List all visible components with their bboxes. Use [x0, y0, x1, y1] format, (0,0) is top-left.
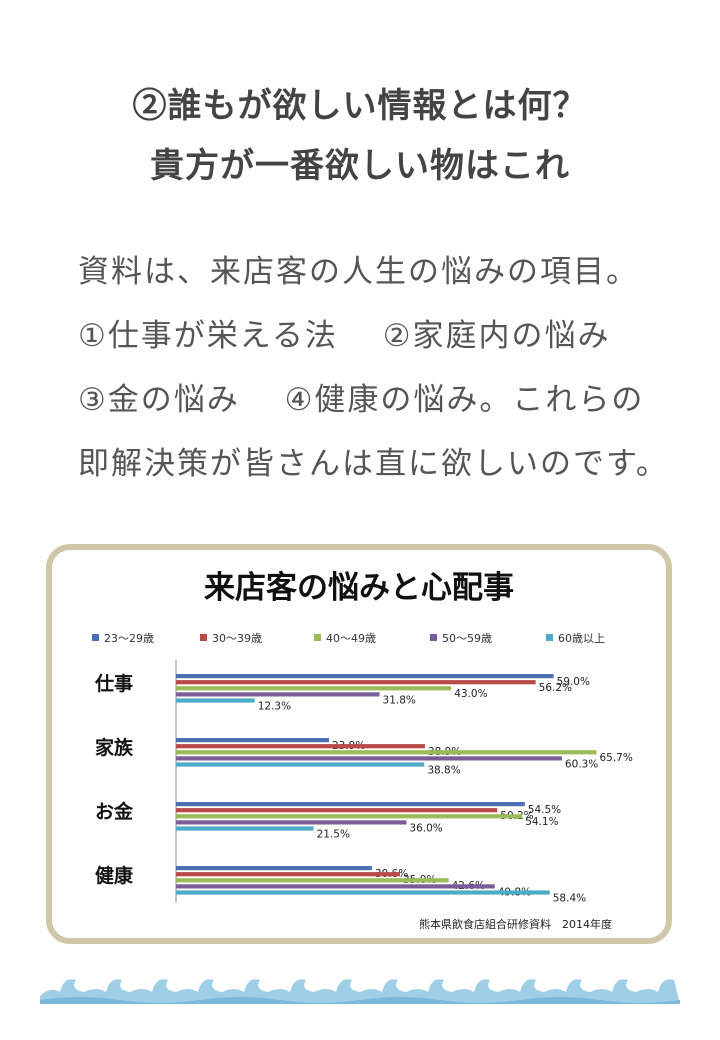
data-label: 38.8% — [427, 764, 460, 776]
category-label: 家族 — [95, 736, 134, 759]
body-line-4: 即解決策が皆さんは直に欲しいのです。 — [78, 446, 669, 482]
legend-entry: 23～29歳 — [104, 632, 154, 645]
legend-swatch — [314, 634, 321, 641]
bar — [176, 814, 523, 819]
data-label: 54.5% — [528, 804, 561, 816]
legend-swatch — [92, 634, 99, 641]
data-label: 65.7% — [599, 752, 632, 764]
bar — [176, 878, 449, 883]
data-label: 59.0% — [557, 676, 590, 688]
data-label: 31.8% — [383, 694, 416, 706]
bar-chart: 来店客の悩みと心配事 23～29歳 30～39歳 40～49歳 50～59歳 60歳以上仕… — [92, 570, 633, 931]
bar — [176, 680, 536, 685]
legend-swatch — [546, 634, 553, 641]
data-label: 12.3% — [258, 700, 291, 712]
bar — [176, 826, 314, 831]
bar — [176, 808, 498, 813]
data-label: 60.3% — [565, 758, 598, 770]
data-label: 43.0% — [454, 688, 487, 700]
category-label: 仕事 — [94, 672, 133, 695]
bar — [176, 686, 452, 691]
body-line-3: ③金の悩み ④健康の悩み。これらの — [78, 382, 645, 418]
legend-swatch — [200, 634, 207, 641]
chart-title: 来店客の悩みと心配事 — [204, 570, 514, 606]
bar — [176, 884, 495, 889]
wave-decoration — [40, 979, 680, 1004]
bar — [176, 820, 407, 825]
data-label: 58.4% — [553, 892, 586, 904]
bar — [176, 762, 425, 767]
data-label: 36.0% — [409, 822, 442, 834]
bar — [176, 866, 372, 871]
body-line-2: ①仕事が栄える法 ②家庭内の悩み — [78, 318, 611, 354]
bar — [176, 890, 550, 895]
data-label: 54.1% — [525, 816, 558, 828]
bar — [176, 698, 255, 703]
body-line-1: 資料は、来店客の人生の悩みの項目。 — [78, 254, 639, 290]
legend-entry: 30～39歳 — [212, 632, 262, 645]
bar — [176, 744, 425, 749]
bar — [176, 802, 525, 807]
main-heading-1: ②誰もが欲しい情報とは何？ — [132, 86, 588, 126]
bar — [176, 692, 380, 697]
legend-entry: 40～49歳 — [326, 632, 376, 645]
bar — [176, 674, 554, 679]
bar — [176, 756, 562, 761]
legend-swatch — [430, 634, 437, 641]
category-label: お金 — [95, 800, 134, 823]
bar — [176, 738, 329, 743]
data-label: 21.5% — [317, 828, 350, 840]
bar — [176, 750, 597, 755]
legend-entry: 60歳以上 — [558, 632, 605, 645]
data-label: 56.2% — [539, 682, 572, 694]
main-heading-2: 貴方が一番欲しい物はこれ — [150, 146, 570, 186]
legend-entry: 50～59歳 — [442, 632, 492, 645]
chart-frame: 来店客の悩みと心配事 23～29歳 30～39歳 40～49歳 50～59歳 60歳以上仕… — [46, 544, 672, 944]
category-label: 健康 — [95, 864, 134, 887]
chart-source: 熊本県飲食店組合研修資料 2014年度 — [419, 917, 612, 931]
bar — [176, 872, 400, 877]
